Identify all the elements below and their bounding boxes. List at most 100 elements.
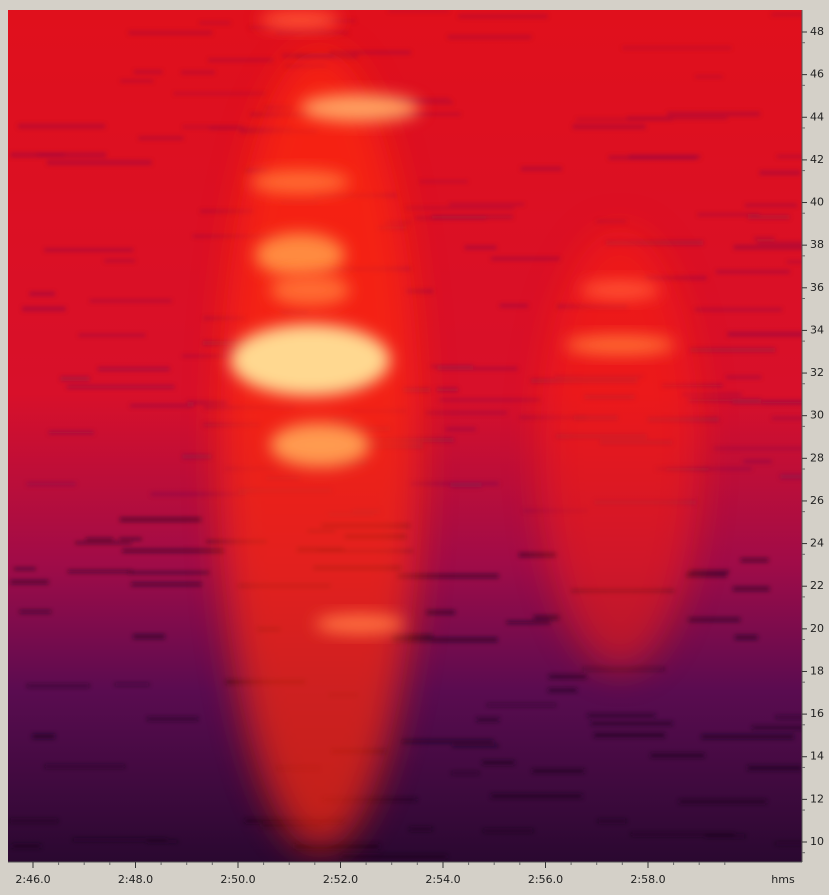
streak: [771, 13, 802, 16]
streak: [14, 567, 36, 571]
streak: [587, 713, 656, 718]
streak: [67, 570, 133, 573]
streak: [409, 827, 433, 831]
streak: [689, 570, 730, 573]
streak: [146, 840, 178, 843]
streak: [200, 209, 254, 213]
streak: [715, 270, 790, 274]
streak: [406, 289, 434, 294]
y-tick-label: 42: [810, 153, 824, 166]
streak: [138, 136, 184, 140]
streak: [294, 844, 380, 849]
streak: [740, 558, 769, 563]
streak: [187, 401, 228, 405]
streak: [104, 259, 136, 263]
streak: [114, 683, 150, 686]
streak: [752, 725, 802, 730]
streak: [85, 537, 114, 541]
streak: [22, 306, 66, 312]
y-tick-label: 34: [810, 323, 824, 336]
streak: [181, 70, 215, 75]
streak: [60, 376, 90, 382]
streak: [329, 50, 411, 55]
streak: [133, 70, 163, 74]
streak: [476, 717, 500, 722]
streak: [410, 482, 499, 486]
streak: [727, 331, 802, 337]
streak: [322, 797, 417, 802]
streak: [548, 674, 587, 679]
streak: [182, 354, 238, 358]
streak: [75, 541, 132, 544]
streak: [688, 617, 741, 622]
x-tick-label: 2:56.0: [528, 873, 563, 886]
streak: [491, 256, 561, 261]
y-tick-label: 30: [810, 409, 824, 422]
streak: [199, 21, 231, 25]
streak: [679, 799, 767, 804]
streak: [128, 30, 213, 35]
streak: [481, 760, 515, 765]
streak: [89, 299, 172, 303]
streak: [405, 206, 515, 210]
streak: [452, 744, 499, 748]
streak: [439, 398, 541, 402]
streak: [608, 155, 697, 160]
streak: [12, 844, 41, 849]
streak: [397, 574, 499, 579]
streak: [458, 14, 548, 19]
streak: [449, 203, 525, 206]
streak: [548, 688, 577, 693]
y-tick-label: 44: [810, 110, 824, 123]
streak: [447, 35, 532, 40]
y-tick-label: 40: [810, 196, 824, 209]
streak: [626, 116, 728, 120]
streak: [776, 155, 802, 158]
streak: [695, 75, 723, 78]
streak: [119, 517, 202, 522]
y-tick-label: 24: [810, 537, 824, 550]
streak: [464, 245, 497, 250]
streak: [44, 765, 125, 768]
x-tick-label: 2:54.0: [425, 873, 460, 886]
streak: [203, 316, 246, 320]
y-tick-label: 48: [810, 25, 824, 38]
x-axis-unit: hms: [771, 873, 795, 886]
streak: [771, 417, 802, 420]
x-tick-label: 2:48.0: [118, 873, 153, 886]
streak: [131, 582, 202, 586]
streak: [506, 620, 551, 624]
streak: [26, 482, 76, 486]
streak: [419, 180, 468, 183]
streak: [450, 484, 482, 488]
streak: [532, 768, 585, 774]
y-tick-label: 18: [810, 664, 824, 677]
streak: [72, 838, 168, 841]
streak: [650, 753, 705, 758]
streak: [29, 291, 55, 296]
x-tick-label: 2:58.0: [630, 873, 665, 886]
streak: [747, 765, 802, 771]
streak: [10, 580, 49, 584]
streak: [66, 385, 175, 389]
streak: [120, 79, 154, 83]
y-tick-label: 10: [810, 835, 824, 848]
streak: [697, 213, 760, 217]
streak: [491, 794, 583, 799]
streak: [150, 492, 247, 496]
streak: [387, 10, 450, 13]
streak: [690, 347, 776, 353]
streak: [686, 572, 727, 578]
streak: [622, 46, 732, 50]
streak: [533, 615, 560, 621]
streak: [436, 387, 459, 392]
streak: [590, 721, 673, 726]
streak: [701, 734, 794, 739]
y-tick-label: 36: [810, 281, 824, 294]
streak: [713, 447, 802, 450]
streak: [391, 634, 433, 638]
streak: [395, 101, 453, 104]
streak: [97, 367, 170, 371]
y-tick-label: 22: [810, 579, 824, 592]
